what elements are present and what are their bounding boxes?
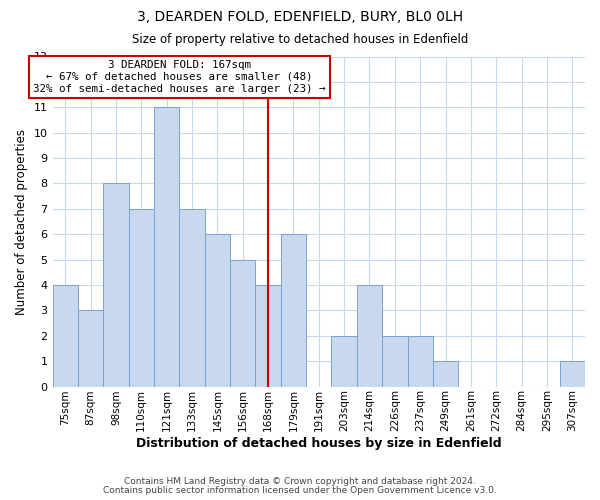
Bar	[433, 361, 458, 386]
X-axis label: Distribution of detached houses by size in Edenfield: Distribution of detached houses by size …	[136, 437, 502, 450]
Bar	[382, 336, 407, 386]
Bar	[331, 336, 357, 386]
Text: 3, DEARDEN FOLD, EDENFIELD, BURY, BL0 0LH: 3, DEARDEN FOLD, EDENFIELD, BURY, BL0 0L…	[137, 10, 463, 24]
Bar	[256, 285, 281, 386]
Bar	[103, 184, 128, 386]
Bar	[407, 336, 433, 386]
Bar	[357, 285, 382, 386]
Bar	[205, 234, 230, 386]
Text: Contains public sector information licensed under the Open Government Licence v3: Contains public sector information licen…	[103, 486, 497, 495]
Text: 3 DEARDEN FOLD: 167sqm
← 67% of detached houses are smaller (48)
32% of semi-det: 3 DEARDEN FOLD: 167sqm ← 67% of detached…	[33, 60, 326, 94]
Bar	[560, 361, 585, 386]
Bar	[230, 260, 256, 386]
Y-axis label: Number of detached properties: Number of detached properties	[15, 128, 28, 314]
Text: Contains HM Land Registry data © Crown copyright and database right 2024.: Contains HM Land Registry data © Crown c…	[124, 477, 476, 486]
Text: Size of property relative to detached houses in Edenfield: Size of property relative to detached ho…	[132, 32, 468, 46]
Bar	[154, 108, 179, 386]
Bar	[281, 234, 306, 386]
Bar	[179, 209, 205, 386]
Bar	[78, 310, 103, 386]
Bar	[53, 285, 78, 386]
Bar	[128, 209, 154, 386]
